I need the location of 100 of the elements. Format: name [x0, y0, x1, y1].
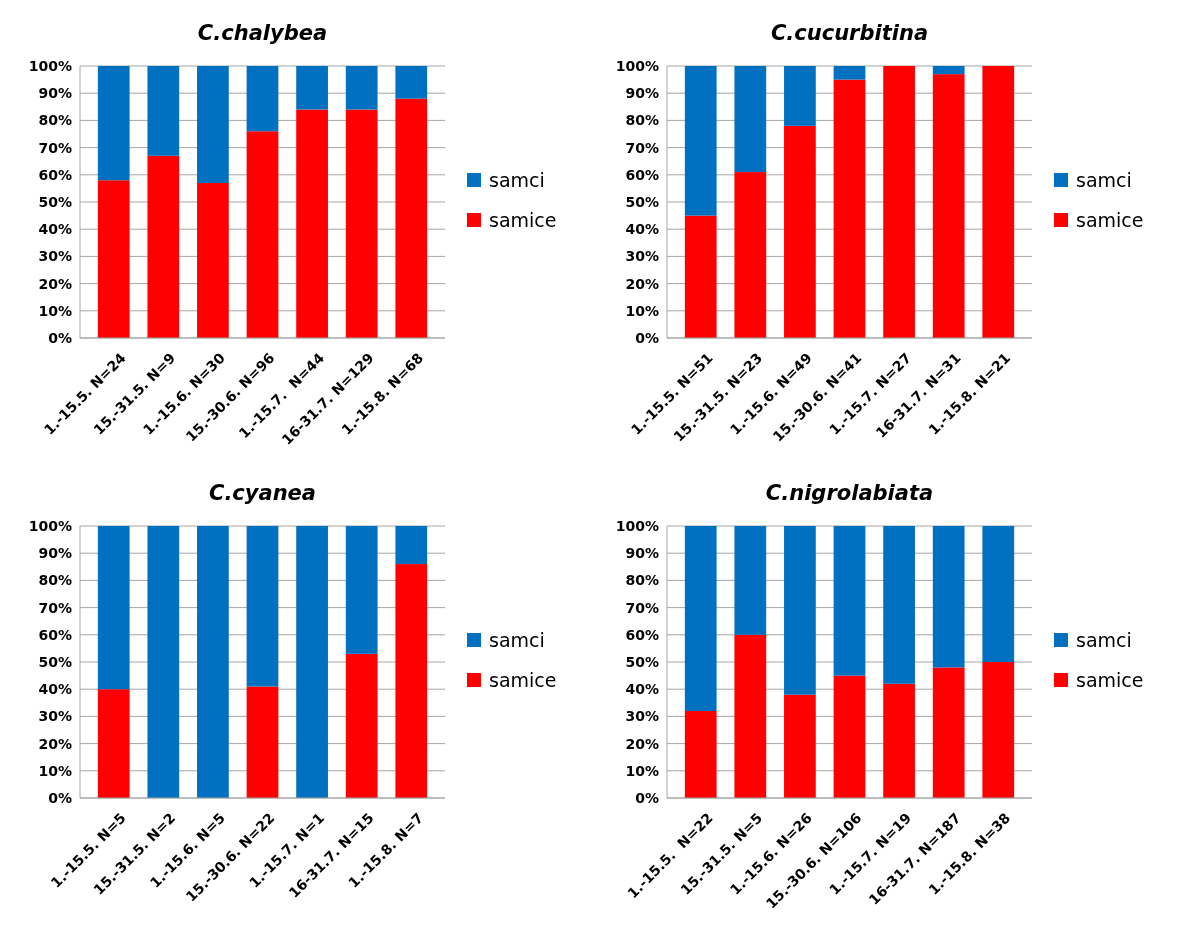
bar — [734, 172, 767, 338]
bar — [345, 526, 378, 654]
bar — [982, 526, 1015, 662]
bar — [345, 66, 378, 110]
y-tick-label: 10% — [38, 762, 72, 779]
y-tick-label: 40% — [625, 681, 659, 698]
y-tick-label: 70% — [38, 139, 72, 156]
bar — [147, 526, 180, 798]
y-tick-label: 10% — [625, 762, 659, 779]
y-tick-label: 70% — [625, 139, 659, 156]
legend-label: samci — [1076, 168, 1132, 191]
y-tick-label: 100% — [28, 57, 72, 74]
bar — [784, 125, 816, 338]
bar — [932, 66, 965, 75]
bar — [684, 66, 717, 216]
y-tick-label: 0% — [48, 329, 72, 346]
bar — [345, 653, 378, 798]
bar — [833, 66, 866, 80]
y-tick-label: 50% — [38, 653, 72, 670]
y-tick-label: 20% — [625, 735, 659, 752]
bar — [833, 675, 866, 798]
bar — [734, 634, 767, 798]
y-tick-label: 50% — [625, 193, 659, 210]
y-tick-label: 30% — [625, 708, 659, 725]
legend-label: samice — [1076, 668, 1144, 691]
y-tick-label: 90% — [625, 545, 659, 562]
bar — [684, 710, 717, 798]
y-tick-label: 80% — [625, 572, 659, 589]
y-tick-label: 10% — [625, 302, 659, 319]
chart-title: C.nigrolabiata — [765, 481, 934, 505]
y-tick-label: 0% — [635, 789, 659, 806]
bar — [147, 66, 180, 156]
bar — [684, 215, 717, 338]
chart-title: C.chalybea — [197, 21, 328, 45]
legend-label: samice — [1076, 208, 1144, 231]
y-tick-label: 90% — [625, 85, 659, 102]
y-tick-label: 60% — [625, 166, 659, 183]
legend-label: samci — [1076, 628, 1132, 651]
bar — [246, 526, 279, 687]
bar — [395, 98, 428, 338]
y-tick-label: 50% — [38, 193, 72, 210]
bar — [246, 66, 279, 132]
chart-title: C.cyanea — [208, 481, 317, 505]
y-tick-label: 100% — [615, 517, 659, 534]
y-tick-label: 0% — [635, 329, 659, 346]
y-tick-label: 70% — [625, 599, 659, 616]
bar — [97, 689, 130, 798]
bar — [932, 526, 965, 668]
y-tick-label: 60% — [625, 626, 659, 643]
y-tick-label: 40% — [38, 681, 72, 698]
y-tick-label: 10% — [38, 302, 72, 319]
bar — [97, 66, 130, 181]
bar — [784, 526, 816, 695]
y-tick-label: 30% — [625, 248, 659, 265]
y-tick-label: 40% — [38, 221, 72, 238]
y-tick-label: 40% — [625, 221, 659, 238]
bar — [97, 526, 130, 690]
bar — [883, 526, 915, 684]
bar — [296, 66, 328, 110]
bar — [734, 526, 767, 635]
bar — [147, 155, 180, 338]
y-tick-label: 20% — [625, 275, 659, 292]
y-tick-label: 60% — [38, 166, 72, 183]
legend-label: samci — [489, 168, 545, 191]
bar — [345, 109, 378, 338]
bar — [395, 66, 428, 99]
bar — [932, 667, 965, 798]
y-tick-label: 20% — [38, 275, 72, 292]
y-tick-label: 80% — [38, 572, 72, 589]
y-tick-label: 70% — [38, 599, 72, 616]
bar — [982, 66, 1015, 338]
y-tick-label: 0% — [48, 789, 72, 806]
chart-title: C.cucurbitina — [770, 21, 929, 45]
y-tick-label: 60% — [38, 626, 72, 643]
y-tick-label: 90% — [38, 545, 72, 562]
bar — [197, 526, 229, 798]
bar — [197, 66, 229, 183]
y-tick-label: 80% — [625, 112, 659, 129]
bar — [883, 683, 915, 798]
bar — [833, 79, 866, 338]
bar — [197, 182, 229, 338]
y-tick-label: 30% — [38, 708, 72, 725]
y-tick-label: 100% — [28, 517, 72, 534]
legend-label: samice — [489, 208, 557, 231]
bar — [296, 109, 328, 338]
y-tick-label: 90% — [38, 85, 72, 102]
bar — [932, 74, 965, 338]
bar — [395, 526, 428, 565]
y-tick-label: 100% — [615, 57, 659, 74]
y-tick-label: 50% — [625, 653, 659, 670]
bar — [684, 526, 717, 711]
legend-label: samice — [489, 668, 557, 691]
bar — [97, 180, 130, 338]
bar — [833, 526, 866, 676]
bar — [246, 131, 279, 338]
bar — [784, 66, 816, 126]
y-tick-label: 20% — [38, 735, 72, 752]
y-tick-label: 30% — [38, 248, 72, 265]
y-tick-label: 80% — [38, 112, 72, 129]
bar — [883, 66, 915, 338]
